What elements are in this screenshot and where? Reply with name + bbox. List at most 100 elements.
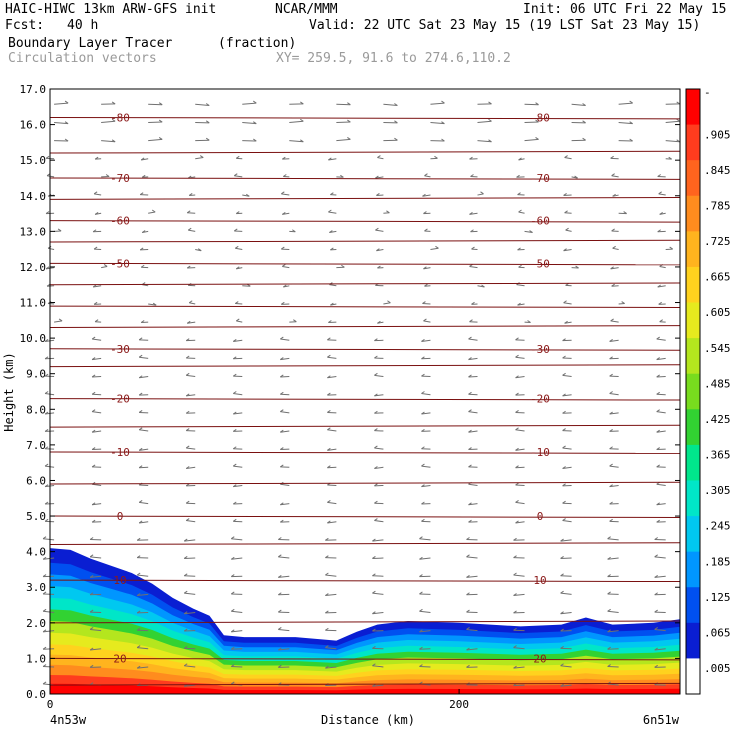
vector-arrow-head (515, 447, 519, 451)
y-tick-label: 0.0 (26, 688, 46, 701)
vector-arrow (101, 140, 116, 143)
vector-arrow (278, 575, 290, 578)
field-name: Boundary Layer Tracer (8, 36, 173, 51)
vector-arrow-head (607, 608, 611, 612)
vector-arrow-head (205, 120, 210, 124)
vector-arrow (187, 321, 196, 324)
vector-arrow-head (629, 121, 633, 125)
vector-arrow-head (575, 265, 579, 269)
x-end-label: 6n51w (643, 713, 680, 727)
vector-arrow-head (560, 663, 564, 667)
vector-arrow-head (654, 647, 658, 651)
colorbar-label: .905 (704, 128, 731, 141)
vector-arrow-head (230, 536, 235, 540)
vector-arrow-head (230, 681, 235, 685)
vector-arrow-head (518, 209, 522, 213)
vector-arrow (195, 157, 204, 160)
vector-arrow-head (488, 118, 492, 122)
isotherm-line (49, 424, 681, 428)
vector-arrow-head (419, 536, 423, 540)
vector-arrow-head (481, 284, 485, 288)
vector-arrow (280, 338, 290, 341)
vector-arrow-head (64, 100, 69, 104)
vector-arrow (92, 430, 102, 433)
vector-arrow-head (609, 356, 613, 360)
vector-arrow-head (235, 155, 240, 159)
vector-arrow-head (372, 663, 376, 667)
isotherm-line (49, 515, 681, 518)
vector-arrow (515, 429, 525, 432)
vector-arrow (278, 648, 290, 651)
vector-arrow (609, 465, 619, 468)
vector-arrow-head (185, 428, 190, 432)
vector-arrow-head (94, 156, 99, 160)
colorbar-label: .305 (704, 484, 731, 497)
vector-arrow-head (93, 301, 98, 305)
vector-arrow-head (374, 338, 378, 342)
vector-arrow-head (230, 629, 235, 633)
vector-arrow (189, 302, 196, 305)
vector-arrow-head (656, 502, 660, 506)
isotherm-line (49, 305, 681, 309)
vector-arrow (466, 556, 478, 559)
vector-arrow (665, 140, 680, 143)
vector-arrow (139, 521, 149, 524)
vector-arrow-head (230, 574, 235, 578)
vector-arrow-head (138, 465, 143, 469)
vector-arrow-head (659, 319, 663, 323)
vector-arrow-head (327, 354, 331, 358)
vector-arrow-head (612, 193, 616, 197)
vector-arrow-head (374, 483, 378, 487)
vector-arrow-head (280, 519, 284, 523)
x-tick-label: 0 (47, 698, 54, 711)
vector-arrow (328, 158, 337, 161)
vector-arrow-head (607, 664, 611, 667)
isotherm-line (49, 682, 681, 686)
vector-arrow (656, 338, 666, 341)
vector-arrow-head (612, 245, 616, 249)
init-time: Init: 06 UTC Fri 22 May 15 (523, 2, 727, 17)
vector-arrow-head (91, 336, 96, 340)
vector-arrow-head (469, 319, 473, 323)
vector-arrow-head (93, 191, 98, 195)
vector-arrow-head (278, 647, 282, 651)
vector-arrow (231, 630, 243, 633)
colorbar-swatch (686, 89, 700, 126)
vector-arrow-head (562, 466, 566, 469)
vector-arrow-head (141, 174, 146, 178)
vector-arrow-head (563, 193, 567, 196)
y-tick-label: 1.0 (26, 652, 46, 665)
vector-arrow-head (470, 174, 474, 177)
vector-arrow (468, 483, 478, 486)
vector-arrow-head (205, 137, 210, 141)
vector-arrow (186, 520, 196, 523)
vector-arrow-head (668, 156, 672, 160)
isotherm-line (49, 364, 681, 368)
vector-arrow-head (89, 592, 94, 596)
isotherm-line (49, 239, 681, 243)
vector-arrow (231, 557, 243, 560)
vector-arrow-head (140, 264, 145, 268)
isotherm-label: -60 (530, 215, 550, 228)
vector-arrow-head (91, 357, 96, 361)
vector-arrow (618, 102, 633, 105)
vector-arrow-head (419, 629, 423, 633)
vector-arrow (468, 503, 478, 506)
vector-arrow-head (158, 136, 163, 140)
vector-arrow-head (480, 191, 484, 195)
vector-arrow-head (235, 318, 240, 322)
vector-arrow (186, 466, 196, 469)
vector-arrow (477, 193, 484, 196)
vector-arrow-head (562, 393, 566, 397)
vector-arrow-head (609, 411, 613, 415)
vector-arrow-head (136, 610, 141, 614)
colorbar-swatch (686, 302, 700, 339)
vector-arrow-head (621, 301, 625, 304)
vector-arrow-head (341, 264, 345, 268)
vector-arrow (54, 121, 69, 125)
vector-arrow-head (232, 411, 237, 415)
vector-arrow (610, 320, 619, 323)
isotherm-line (49, 325, 681, 328)
vector-arrow-head (278, 574, 282, 578)
vector-arrow-head (89, 537, 94, 540)
